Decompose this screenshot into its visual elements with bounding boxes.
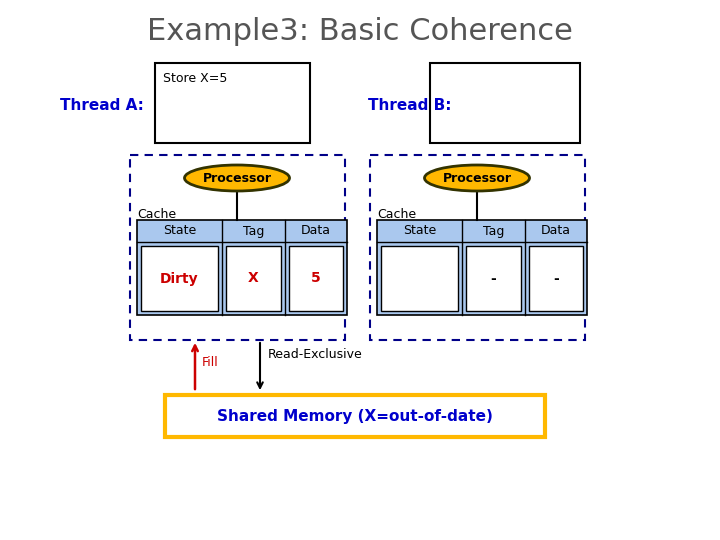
FancyBboxPatch shape xyxy=(165,395,545,437)
FancyBboxPatch shape xyxy=(381,246,458,311)
FancyBboxPatch shape xyxy=(430,63,580,143)
Text: Shared Memory (X=out-of-date): Shared Memory (X=out-of-date) xyxy=(217,408,493,423)
Ellipse shape xyxy=(184,165,289,191)
Text: State: State xyxy=(403,225,436,238)
Text: Tag: Tag xyxy=(243,225,264,238)
Text: Data: Data xyxy=(541,225,571,238)
Text: Processor: Processor xyxy=(443,172,511,185)
FancyBboxPatch shape xyxy=(370,155,585,340)
Text: Dirty: Dirty xyxy=(160,272,199,286)
Text: X: X xyxy=(248,272,259,286)
Text: Example3: Basic Coherence: Example3: Basic Coherence xyxy=(147,17,573,46)
FancyBboxPatch shape xyxy=(137,220,347,315)
Text: State: State xyxy=(163,225,196,238)
Text: Cache: Cache xyxy=(377,208,416,221)
Text: Tag: Tag xyxy=(483,225,504,238)
Text: Fill: Fill xyxy=(202,355,219,368)
Text: Read-Exclusive: Read-Exclusive xyxy=(268,348,363,361)
Text: Thread A:: Thread A: xyxy=(60,98,144,112)
Text: -: - xyxy=(490,272,496,286)
Ellipse shape xyxy=(425,165,529,191)
FancyBboxPatch shape xyxy=(155,63,310,143)
Text: 5: 5 xyxy=(311,272,321,286)
Text: Processor: Processor xyxy=(202,172,271,185)
Text: Data: Data xyxy=(301,225,331,238)
FancyBboxPatch shape xyxy=(377,220,587,315)
Text: Store X=5: Store X=5 xyxy=(163,72,228,85)
Text: Thread B:: Thread B: xyxy=(368,98,451,112)
Text: Cache: Cache xyxy=(137,208,176,221)
FancyBboxPatch shape xyxy=(130,155,345,340)
FancyBboxPatch shape xyxy=(529,246,583,311)
FancyBboxPatch shape xyxy=(466,246,521,311)
FancyBboxPatch shape xyxy=(226,246,281,311)
FancyBboxPatch shape xyxy=(289,246,343,311)
FancyBboxPatch shape xyxy=(141,246,218,311)
Text: -: - xyxy=(553,272,559,286)
